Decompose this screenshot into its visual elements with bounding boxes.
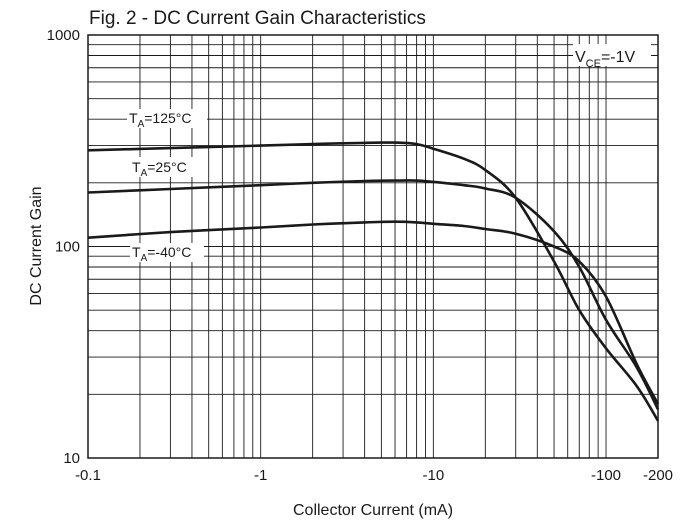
y-tick-label: 100 — [55, 239, 80, 256]
label-background-125c — [127, 109, 207, 128]
svg-text:TA=-40°C: TA=-40°C — [132, 244, 191, 264]
svg-text:VCE=-1V: VCE=-1V — [575, 49, 636, 70]
series-label-minus40c: TA=-40°C — [130, 243, 204, 264]
grid — [88, 35, 658, 458]
label-25c-sub: A — [141, 168, 148, 179]
x-axis-label: Collector Current (mA) — [293, 502, 453, 519]
chart-title: Fig. 2 - DC Current Gain Characteristics — [89, 8, 426, 29]
label-minus40c-main: T — [132, 244, 141, 260]
label-background-25c — [130, 157, 202, 177]
series-label-125c: TA=125°C — [127, 109, 207, 130]
vce-main: V — [575, 49, 586, 66]
label-minus40c-tail: =-40°C — [147, 244, 191, 260]
y-axis-label: DC Current Gain — [28, 186, 45, 305]
x-tick-label: -100 — [591, 467, 621, 484]
label-125c-sub: A — [138, 119, 145, 130]
tick-labels: -0.1 -1 -10 -100 -200 10 100 1000 — [47, 27, 673, 484]
series-label-25c: TA=25°C — [130, 157, 202, 179]
series-line-1 — [87, 179, 660, 410]
series-layer — [87, 141, 660, 422]
vce-condition-label: VCE=-1V — [573, 44, 651, 70]
label-25c-tail: =25°C — [147, 159, 186, 175]
x-tick-label: -1 — [254, 467, 267, 484]
vce-label-background — [573, 44, 651, 66]
svg-text:TA=25°C: TA=25°C — [132, 159, 187, 179]
vce-tail: =-1V — [601, 49, 636, 66]
x-tick-label: -200 — [643, 467, 673, 484]
vce-sub: CE — [586, 58, 601, 70]
x-tick-label: -0.1 — [75, 467, 101, 484]
label-125c-main: T — [129, 110, 138, 126]
plot-frame — [87, 34, 659, 459]
series-line-2 — [87, 220, 660, 405]
label-minus40c-sub: A — [141, 253, 148, 264]
label-125c-tail: =125°C — [144, 110, 191, 126]
y-tick-label: 10 — [63, 450, 80, 467]
y-tick-label: 1000 — [47, 27, 80, 44]
x-tick-label: -10 — [423, 467, 445, 484]
label-background-minus40c — [130, 243, 204, 262]
svg-text:TA=125°C: TA=125°C — [129, 110, 191, 130]
series-line-0 — [87, 141, 660, 422]
label-25c-main: T — [132, 159, 141, 175]
